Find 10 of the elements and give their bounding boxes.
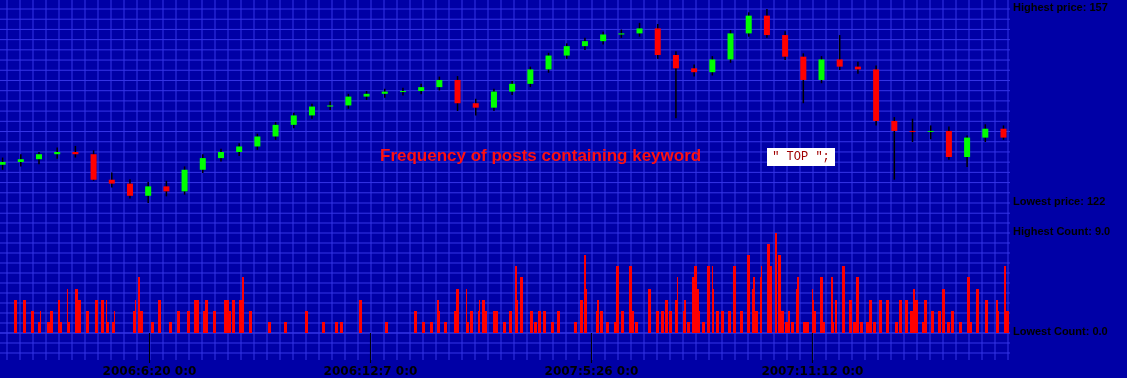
y-tick-label: Highest Count: 9.0 <box>1013 225 1111 237</box>
y-tick-label: Lowest Count: 0.0 <box>1013 325 1108 337</box>
chart-title: Frequency of posts containing keyword <box>380 146 702 166</box>
x-tick-label: 2007:5:26 0:0 <box>544 363 639 378</box>
y-tick-label: Lowest price: 122 <box>1013 195 1106 207</box>
y-tick-label: Highest price: 157 <box>1013 1 1108 13</box>
x-tick-label: 2006:12:7 0:0 <box>323 363 418 378</box>
annotation: " TOP "; <box>772 150 830 165</box>
x-tick-label: 2006:6:20 0:0 <box>102 363 197 378</box>
x-tick-label: 2007:11:12 0:0 <box>761 363 864 378</box>
